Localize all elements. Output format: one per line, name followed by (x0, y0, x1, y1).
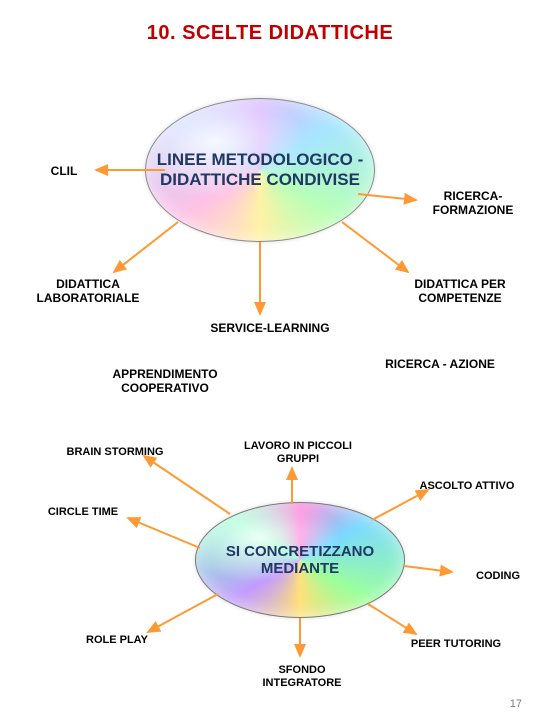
label-brain-storming: BRAIN STORMING (40, 446, 190, 459)
label-role-play: ROLE PLAY (62, 634, 172, 647)
label-service-learning: SERVICE-LEARNING (180, 322, 360, 336)
ellipse-linee-text: LINEE METODOLOGICO - DIDATTICHE CONDIVIS… (146, 144, 374, 195)
label-circle-time: CIRCLE TIME (28, 506, 138, 519)
label-didattica-lab: DIDATTICALABORATORIALE (18, 278, 158, 306)
ellipse-concretizzano-text: SI CONCRETIZZANO MEDIANTE (196, 537, 404, 584)
label-ascolto-attivo: ASCOLTO ATTIVO (402, 480, 532, 493)
label-clil: CLIL (34, 165, 94, 179)
label-sfondo-integratore: SFONDOINTEGRATORE (232, 664, 372, 689)
label-didattica-competenze: DIDATTICA PERCOMPETENZE (390, 278, 530, 306)
label-lavoro-gruppi: LAVORO IN PICCOLIGRUPPI (218, 440, 378, 465)
label-coding: CODING (458, 570, 538, 583)
ellipse-linee-metodologico: LINEE METODOLOGICO - DIDATTICHE CONDIVIS… (145, 98, 375, 242)
label-apprendimento-coop: APPRENDIMENTOCOOPERATIVO (80, 368, 250, 396)
label-ricerca-azione: RICERCA - AZIONE (350, 358, 530, 372)
label-peer-tutoring: PEER TUTORING (386, 638, 526, 651)
ellipse-si-concretizzano: SI CONCRETIZZANO MEDIANTE (195, 502, 405, 618)
page-title: 10. SCELTE DIDATTICHE (0, 22, 540, 45)
label-ricerca-formazione: RICERCA-FORMAZIONE (418, 190, 528, 218)
page-number: 17 (510, 698, 522, 710)
